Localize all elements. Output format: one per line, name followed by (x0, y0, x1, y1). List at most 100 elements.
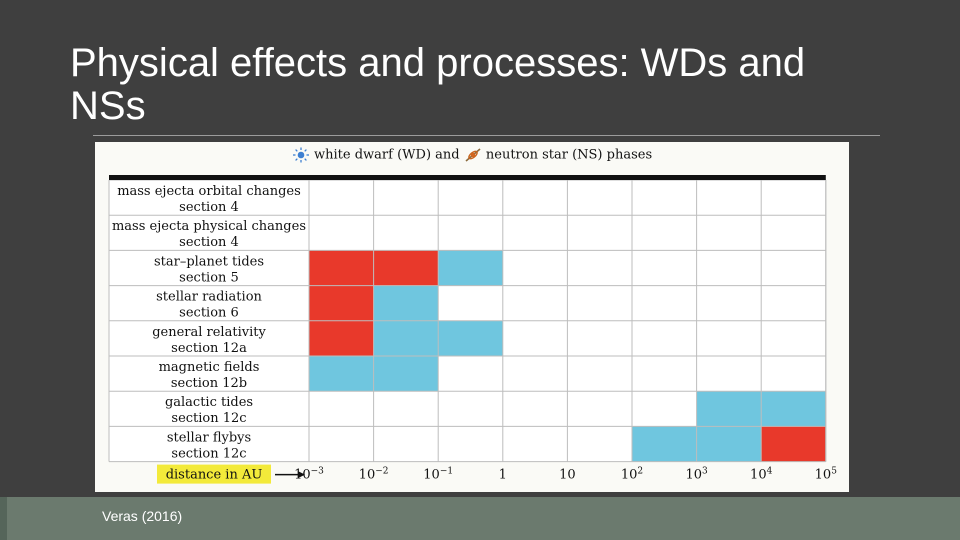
effect-cell (438, 426, 503, 462)
legend-ns-text: neutron star (NS) phases (485, 147, 653, 163)
effect-cell (632, 180, 697, 216)
effect-cell (761, 356, 826, 392)
effect-cell (373, 356, 439, 392)
tick-base: 1 (499, 468, 507, 483)
tick-base: 10 (621, 468, 638, 483)
tick-base: 10 (423, 468, 440, 483)
effect-cell (438, 356, 503, 392)
effect-cell (373, 180, 439, 216)
effect-cell (567, 285, 632, 321)
effect-cell (309, 391, 374, 427)
effect-section: section 12b (171, 376, 247, 391)
effect-cell (567, 356, 632, 392)
effect-cell (761, 391, 826, 427)
effect-cell (373, 250, 439, 286)
effect-cell (438, 285, 503, 321)
effect-label: mass ejecta orbital changes (117, 184, 301, 199)
effect-cell (309, 356, 374, 392)
effect-label: stellar flybys (167, 430, 251, 445)
effect-cell (696, 250, 762, 286)
tick-base: 10 (685, 468, 702, 483)
tick-exponent: −3 (311, 467, 325, 477)
effect-cell (502, 320, 568, 356)
effect-cell (761, 426, 826, 462)
effect-section: section 4 (179, 235, 239, 250)
pulsar-icon (465, 148, 481, 162)
effect-label: magnetic fields (159, 360, 260, 375)
effect-cell (632, 356, 697, 392)
tick-label: 103 (685, 467, 708, 483)
effect-cell (632, 285, 697, 321)
title-divider (93, 135, 880, 136)
tick-label: 10−1 (423, 467, 453, 483)
effects-figure: white dwarf (WD) and neutron star (NS) p… (95, 142, 849, 492)
effect-cell (761, 320, 826, 356)
effect-cell (567, 426, 632, 462)
effect-cell (632, 391, 697, 427)
tick-label: 104 (750, 467, 773, 483)
axis-label: distance in AU (166, 468, 263, 483)
effect-cell (696, 391, 762, 427)
tick-label: 105 (815, 467, 838, 483)
effect-cell (438, 215, 503, 251)
effect-cell (309, 320, 374, 356)
effect-cell (373, 320, 439, 356)
effect-cell (696, 356, 762, 392)
effect-cell (309, 215, 374, 251)
effect-section: section 12c (171, 411, 246, 426)
effect-cell (567, 320, 632, 356)
effect-label: galactic tides (165, 395, 253, 410)
effect-cell (696, 180, 762, 216)
effect-cell (696, 215, 762, 251)
effect-cell (632, 215, 697, 251)
tick-label: 102 (621, 467, 643, 483)
tick-base: 10 (359, 468, 376, 483)
effect-cell (632, 250, 697, 286)
tick-base: 10 (815, 468, 832, 483)
effect-cell (502, 391, 568, 427)
effect-cell (761, 250, 826, 286)
axis-arrow-head (298, 471, 305, 479)
effect-cell (438, 320, 503, 356)
tick-exponent: 2 (637, 467, 643, 477)
tick-label: 10 (559, 468, 576, 483)
tick-label: 10−2 (359, 467, 389, 483)
tick-base: 10 (294, 468, 311, 483)
tick-exponent: −2 (375, 467, 388, 477)
tick-base: 10 (559, 468, 576, 483)
effect-cell (309, 426, 374, 462)
effect-cell (567, 250, 632, 286)
effect-cell (696, 426, 762, 462)
effect-cell (696, 285, 762, 321)
effect-cell (502, 285, 568, 321)
effect-cell (309, 250, 374, 286)
effect-cell (502, 250, 568, 286)
effect-cell (761, 180, 826, 216)
footer-accent (0, 497, 7, 540)
effect-cell (309, 285, 374, 321)
effect-label: general relativity (152, 325, 266, 340)
legend-wd-text: white dwarf (WD) and (314, 147, 460, 163)
effect-cell (438, 180, 503, 216)
effect-cell (502, 426, 568, 462)
tick-base: 10 (750, 468, 767, 483)
effect-cell (502, 356, 568, 392)
effect-section: section 6 (179, 306, 239, 321)
effect-cell (567, 180, 632, 216)
effect-cell (373, 285, 439, 321)
sun-icon (292, 147, 309, 163)
effect-section: section 5 (179, 270, 239, 285)
tick-label: 10−3 (294, 467, 324, 483)
effect-cell (438, 250, 503, 286)
effect-section: section 4 (179, 200, 239, 215)
table-top-border (109, 175, 826, 180)
tick-exponent: −1 (440, 467, 453, 477)
effect-label: mass ejecta physical changes (112, 219, 306, 234)
effect-cell (567, 391, 632, 427)
footer-bar (0, 497, 960, 540)
tick-exponent: 4 (767, 467, 773, 477)
axis-label-highlight (157, 464, 271, 484)
tick-label: 1 (499, 468, 507, 483)
effect-cell (502, 215, 568, 251)
effect-cell (373, 426, 439, 462)
